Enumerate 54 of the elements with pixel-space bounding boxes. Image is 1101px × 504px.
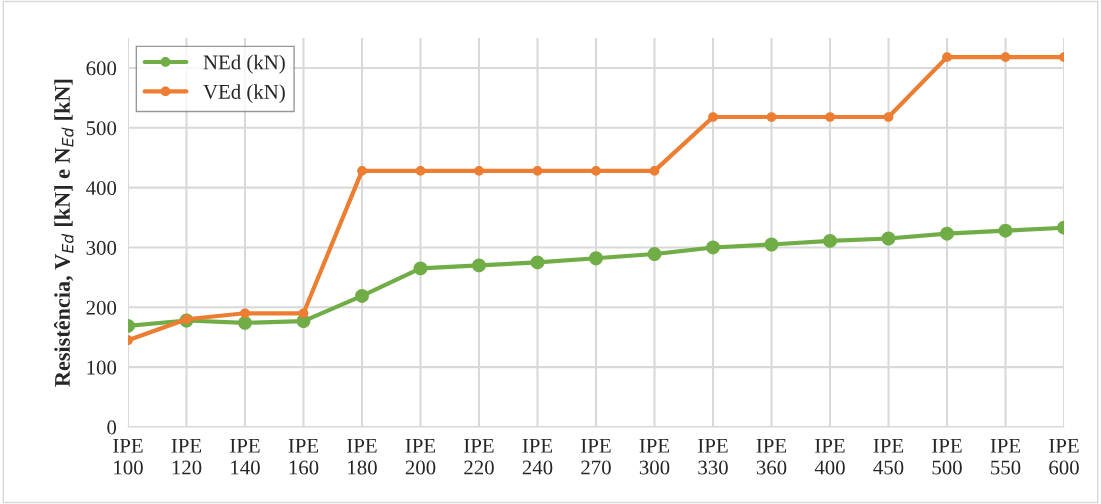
legend-label: NEd (kN) (203, 54, 285, 74)
point (355, 288, 369, 303)
x-tick-label: IPE 270 (581, 438, 611, 475)
point (530, 255, 545, 270)
point (298, 308, 309, 319)
point (998, 223, 1013, 238)
point (883, 112, 894, 122)
point (474, 166, 484, 176)
legend-label: VEd (kN) (203, 84, 285, 104)
x-tick-label: IPE 100 (113, 438, 143, 475)
point (240, 308, 250, 319)
x-tick-label: IPE 140 (230, 438, 260, 475)
point (942, 52, 952, 63)
point (589, 251, 603, 266)
y-tick-label: 400 (86, 180, 117, 196)
point (825, 112, 835, 122)
point (472, 258, 486, 273)
point (766, 112, 777, 122)
point (823, 233, 837, 248)
point (706, 240, 720, 255)
x-tick-label: IPE 120 (171, 438, 202, 475)
point (591, 166, 601, 176)
x-tick-label: IPE 330 (698, 438, 728, 475)
y-tick-label: 200 (86, 300, 117, 315)
x-tick-label: IPE 550 (990, 438, 1021, 475)
point (532, 166, 543, 176)
y-tick-label: 600 (86, 61, 117, 76)
x-tick-label: IPE 160 (288, 438, 319, 475)
y-axis-title: Resistência, V$_{Ed}$ [kN] e N$_{Ed}$ [kN] (54, 79, 74, 387)
point (1000, 52, 1011, 63)
x-tick-label: IPE 450 (873, 438, 904, 475)
y-tick-label: 100 (87, 360, 117, 375)
y-tick-label: 300 (86, 240, 117, 255)
point (238, 315, 252, 330)
x-tick-label: IPE 400 (814, 438, 845, 475)
x-tick-label: IPE 200 (405, 438, 436, 475)
x-tick-label: IPE 300 (639, 438, 670, 475)
x-tick-label: IPE 180 (347, 438, 377, 475)
point (708, 112, 718, 122)
point (764, 237, 779, 252)
point (881, 231, 896, 246)
point (413, 261, 428, 276)
point (357, 166, 367, 176)
x-tick-label: IPE 220 (464, 438, 494, 475)
point (415, 166, 426, 176)
point (649, 166, 660, 176)
x-tick-label: IPE 500 (932, 438, 962, 475)
y-tick-label: 0 (107, 420, 117, 435)
x-tick-label: IPE 360 (756, 438, 787, 475)
x-tick-label: IPE 240 (522, 438, 553, 475)
point (647, 247, 662, 261)
x-tick-label: IPE 600 (1049, 438, 1079, 475)
point (940, 226, 954, 241)
y-tick-label: 500 (86, 121, 117, 136)
